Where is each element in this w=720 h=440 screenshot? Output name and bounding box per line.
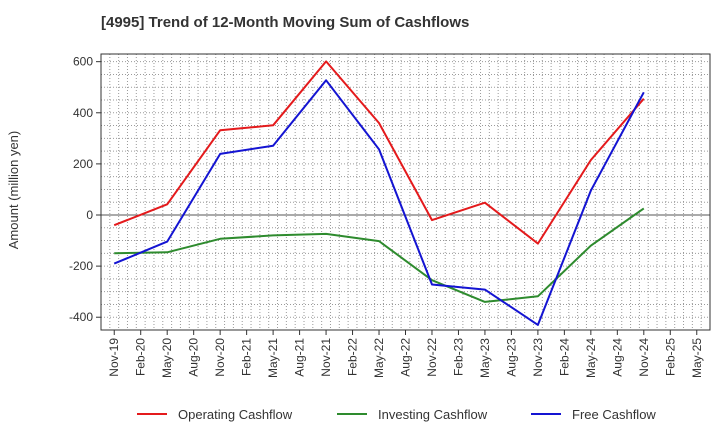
y-tick-label: 400 (73, 106, 93, 120)
grid (101, 54, 710, 330)
x-tick-label: May-21 (266, 338, 280, 378)
y-tick-label: 200 (73, 157, 93, 171)
x-tick-label: Aug-23 (504, 338, 518, 377)
y-tick-label: -400 (69, 310, 93, 324)
x-tick-label: May-24 (584, 338, 598, 378)
series-layer (113, 60, 645, 326)
x-tick-label: Aug-21 (293, 338, 307, 377)
x-tick-label: Feb-25 (663, 338, 677, 376)
y-tick-label: 0 (86, 208, 93, 222)
series-line-free-cashflow (113, 79, 645, 326)
x-tick-label: Aug-24 (610, 338, 624, 377)
x-tick-label: May-23 (478, 338, 492, 378)
x-tick-label: Feb-24 (557, 338, 571, 376)
series-line-operating-cashflow (113, 60, 645, 245)
x-tick-label: Nov-20 (213, 338, 227, 377)
x-tick-label: Feb-20 (134, 338, 148, 376)
x-tick-label: Nov-21 (319, 338, 333, 377)
x-tick-label: Feb-23 (451, 338, 465, 376)
x-tick-label: Aug-22 (399, 338, 413, 377)
x-tick-label: May-25 (690, 338, 704, 378)
x-axis: Nov-19 Feb-20 May-20 Aug-20 Nov-20 Feb-21 May-… (107, 330, 704, 378)
chart-title: [4995] Trend of 12-Month Moving Sum of C… (101, 14, 470, 31)
x-tick-label: May-22 (372, 338, 386, 378)
legend-label-free-cashflow: Free Cashflow (572, 407, 656, 422)
legend: Operating Cashflow Investing Cashflow Free… (137, 407, 656, 422)
x-tick-label: Nov-24 (637, 338, 651, 377)
x-tick-label: Feb-21 (240, 338, 254, 376)
plot-area-frame (100, 53, 711, 331)
x-tick-label: Nov-22 (425, 338, 439, 377)
y-tick-label: -200 (69, 259, 93, 273)
y-axis-title: Amount (million yen) (6, 131, 21, 250)
y-axis: 600 400 200 0 -200 -400 (69, 55, 101, 324)
x-tick-label: Nov-23 (531, 338, 545, 377)
x-tick-label: Feb-22 (346, 338, 360, 376)
legend-label-investing-cashflow: Investing Cashflow (378, 407, 488, 422)
x-tick-label: Nov-19 (107, 338, 121, 377)
x-tick-label: Aug-20 (187, 338, 201, 377)
y-tick-label: 600 (73, 55, 93, 69)
x-tick-label: May-20 (160, 338, 174, 378)
legend-label-operating-cashflow: Operating Cashflow (178, 407, 293, 422)
